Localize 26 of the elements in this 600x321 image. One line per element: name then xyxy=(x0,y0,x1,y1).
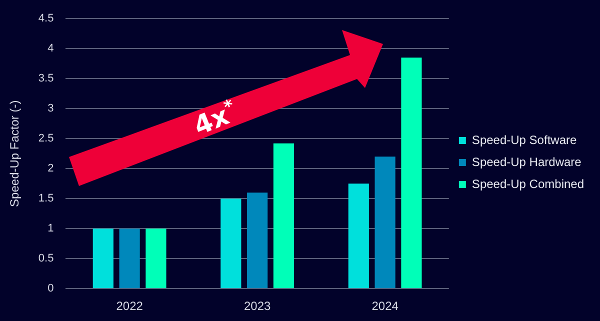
y-tick-label: 2.5 xyxy=(38,132,54,145)
y-axis-title: Speed-Up Factor (-) xyxy=(8,100,22,207)
bar xyxy=(92,228,114,288)
y-tick-label: 4 xyxy=(48,42,54,55)
legend-label: Speed-Up Software xyxy=(472,132,577,147)
legend-label: Speed-Up Combined xyxy=(472,176,584,191)
y-tick-label: 0 xyxy=(48,282,54,295)
bar xyxy=(273,143,294,288)
bar xyxy=(146,228,166,288)
x-tick-label: 2023 xyxy=(244,299,271,314)
legend-label: Speed-Up Hardware xyxy=(472,154,582,169)
y-tick-label: 1 xyxy=(48,222,54,235)
y-tick-label: 3 xyxy=(48,102,54,115)
bar xyxy=(247,192,268,288)
y-tick-label: 1.5 xyxy=(38,192,54,205)
y-tick-label: 0.5 xyxy=(38,252,54,265)
bar xyxy=(374,156,396,288)
y-tick-label: 3.5 xyxy=(38,72,54,85)
y-tick-label: 4.5 xyxy=(38,12,54,25)
x-tick-label: 2024 xyxy=(372,299,399,314)
y-tick-label: 2 xyxy=(48,162,54,175)
bar xyxy=(348,184,369,288)
x-tick-label: 2022 xyxy=(116,299,144,314)
bar xyxy=(220,198,242,288)
bar xyxy=(401,58,422,288)
bar xyxy=(119,228,140,288)
